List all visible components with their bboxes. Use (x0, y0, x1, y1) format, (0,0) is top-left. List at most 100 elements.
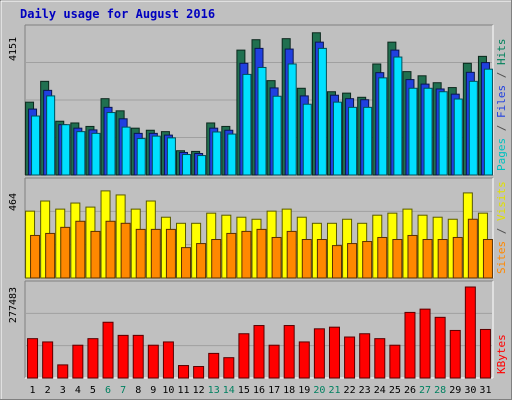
bar-pages-day-13 (212, 131, 222, 176)
bar-kbytes-day-15 (238, 333, 250, 379)
x-tick-label-7: 7 (120, 385, 126, 396)
bar-sites-day-23 (362, 241, 373, 279)
x-tick-label-29: 29 (449, 385, 461, 396)
x-tick-label-11: 11 (177, 385, 189, 396)
x-tick-label-6: 6 (105, 385, 111, 396)
bar-pages-day-18 (287, 63, 297, 176)
x-tick-label-9: 9 (150, 385, 156, 396)
bar-pages-day-3 (61, 124, 71, 176)
x-tick-label-8: 8 (135, 385, 141, 396)
bar-pages-day-16 (257, 66, 267, 176)
bar-pages-day-21 (332, 101, 342, 176)
bar-pages-day-15 (242, 73, 252, 176)
bar-pages-day-4 (76, 131, 86, 176)
bar-kbytes-day-9 (147, 344, 159, 379)
x-axis-labels: 1 2 3 4 5 6 7 8 9 10 11 12 13 14 15 16 17 18 19 20 21 22 23 24 2… (30, 385, 492, 396)
bar-sites-day-6 (105, 220, 116, 279)
bar-kbytes-day-26 (404, 311, 416, 379)
bar-pages-day-7 (121, 126, 131, 176)
legend-kbytes: KBytes (495, 334, 508, 374)
legend-entry: Hits (495, 39, 508, 66)
bar-kbytes-day-31 (479, 328, 491, 379)
bar-pages-day-23 (363, 106, 373, 176)
bar-sites-day-18 (286, 230, 297, 279)
bar-sites-day-20 (316, 239, 327, 279)
x-tick-label-28: 28 (434, 385, 446, 396)
x-tick-label-5: 5 (90, 385, 96, 396)
bar-kbytes-day-23 (359, 333, 371, 379)
x-tick-label-1: 1 (30, 385, 36, 396)
bar-pages-day-19 (302, 103, 312, 176)
bar-kbytes-day-14 (223, 357, 235, 379)
bar-sites-day-21 (331, 245, 342, 279)
x-tick-label-20: 20 (313, 385, 325, 396)
chart-title: Daily usage for August 2016 (20, 7, 215, 21)
x-tick-label-22: 22 (344, 385, 356, 396)
bar-kbytes-day-8 (132, 334, 144, 379)
bar-sites-day-31 (482, 239, 493, 279)
bar-kbytes-day-25 (389, 344, 401, 379)
legend-entry: Visits (495, 181, 508, 221)
bar-kbytes-day-4 (72, 344, 84, 379)
bar-kbytes-day-30 (464, 286, 476, 379)
bar-pages-day-24 (378, 77, 388, 176)
bar-sites-day-28 (437, 239, 448, 279)
bar-sites-day-1 (30, 234, 41, 279)
bar-kbytes-day-16 (253, 325, 265, 379)
bar-kbytes-day-20 (313, 328, 325, 379)
y-axis-max-label: 464 (8, 193, 19, 211)
bar-pages-day-9 (151, 135, 161, 176)
bar-sites-day-14 (226, 232, 237, 279)
bar-pages-day-20 (317, 47, 327, 176)
bar-kbytes-day-3 (57, 364, 69, 379)
bar-sites-day-8 (135, 228, 146, 279)
bar-sites-day-13 (211, 239, 222, 279)
bar-kbytes-day-17 (268, 344, 280, 379)
bar-sites-day-11 (181, 247, 192, 279)
x-tick-label-12: 12 (193, 385, 205, 396)
x-tick-label-13: 13 (208, 385, 220, 396)
x-tick-label-31: 31 (479, 385, 491, 396)
x-tick-label-25: 25 (389, 385, 401, 396)
x-tick-label-16: 16 (253, 385, 265, 396)
bar-kbytes-day-10 (162, 341, 174, 379)
legend-visits_sites: Sites / Visits (495, 181, 508, 274)
x-tick-label-3: 3 (60, 385, 66, 396)
y-axis-max-label: 277483 (8, 287, 19, 323)
legend-entry: / (495, 65, 508, 85)
x-tick-label-30: 30 (464, 385, 476, 396)
bar-pages-day-8 (136, 138, 146, 176)
bar-pages-day-22 (348, 106, 358, 176)
bar-sites-day-26 (407, 234, 418, 279)
bar-sites-day-3 (60, 226, 71, 279)
x-tick-label-18: 18 (283, 385, 295, 396)
bar-kbytes-day-12 (193, 366, 205, 379)
bar-kbytes-day-11 (178, 365, 190, 379)
bar-pages-day-27 (423, 87, 433, 176)
bar-kbytes-day-21 (328, 326, 340, 379)
bar-sites-day-24 (377, 236, 388, 279)
bar-sites-day-15 (241, 230, 252, 279)
x-tick-label-21: 21 (328, 385, 340, 396)
bar-pages-day-29 (453, 98, 463, 176)
x-tick-label-17: 17 (268, 385, 280, 396)
bar-pages-day-28 (438, 91, 448, 176)
panel-hits_files_pages: 4151 Pages / Files / Hits (8, 24, 508, 176)
x-tick-label-2: 2 (45, 385, 51, 396)
bar-sites-day-19 (301, 239, 312, 279)
bar-kbytes-day-5 (87, 338, 99, 379)
bar-pages-day-5 (91, 132, 101, 176)
bar-kbytes-day-7 (117, 334, 129, 379)
x-tick-label-19: 19 (298, 385, 310, 396)
x-tick-label-15: 15 (238, 385, 250, 396)
bar-kbytes-day-13 (208, 352, 220, 379)
bar-kbytes-day-29 (449, 329, 461, 379)
bar-kbytes-day-1 (27, 338, 39, 379)
x-tick-label-24: 24 (374, 385, 386, 396)
bar-pages-day-25 (393, 56, 403, 176)
panel-visits_sites: 464 Sites / Visits (8, 177, 508, 279)
bar-pages-day-12 (197, 155, 207, 176)
bar-sites-day-7 (120, 222, 131, 279)
legend-entry: Pages (495, 138, 508, 171)
